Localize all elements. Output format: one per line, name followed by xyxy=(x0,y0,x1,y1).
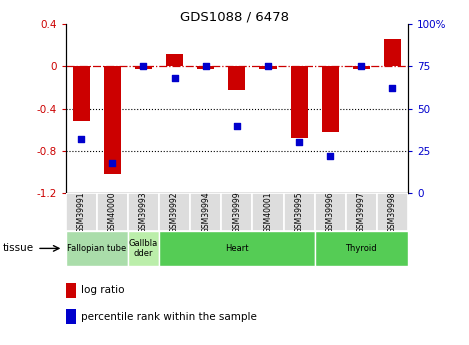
FancyBboxPatch shape xyxy=(66,193,97,231)
Text: GSM40000: GSM40000 xyxy=(108,191,117,233)
Text: Heart: Heart xyxy=(225,244,249,253)
Bar xyxy=(315,231,408,266)
Text: GSM39999: GSM39999 xyxy=(232,191,242,233)
FancyBboxPatch shape xyxy=(190,193,221,231)
Text: Thyroid: Thyroid xyxy=(346,244,377,253)
Bar xyxy=(197,66,214,69)
Bar xyxy=(66,309,76,324)
FancyBboxPatch shape xyxy=(284,193,315,231)
Bar xyxy=(66,231,128,266)
Bar xyxy=(290,66,308,138)
Point xyxy=(77,136,85,142)
Point xyxy=(264,63,272,69)
Text: GSM39997: GSM39997 xyxy=(357,191,366,233)
Text: GSM40001: GSM40001 xyxy=(264,191,272,233)
Point xyxy=(109,160,116,166)
FancyBboxPatch shape xyxy=(97,193,128,231)
Bar xyxy=(66,283,76,298)
Text: GSM39998: GSM39998 xyxy=(388,191,397,233)
Point xyxy=(171,76,178,81)
Bar xyxy=(104,66,121,174)
FancyBboxPatch shape xyxy=(128,193,159,231)
Bar xyxy=(384,39,401,66)
Text: tissue: tissue xyxy=(2,244,33,253)
FancyBboxPatch shape xyxy=(252,193,284,231)
Bar xyxy=(166,54,183,66)
Bar xyxy=(322,66,339,132)
Bar xyxy=(353,66,370,69)
Point xyxy=(295,140,303,145)
Point xyxy=(140,63,147,69)
Bar xyxy=(228,66,245,90)
FancyBboxPatch shape xyxy=(221,193,252,231)
FancyBboxPatch shape xyxy=(159,193,190,231)
Text: Fallopian tube: Fallopian tube xyxy=(67,244,127,253)
Text: percentile rank within the sample: percentile rank within the sample xyxy=(82,312,257,322)
Bar xyxy=(135,66,152,69)
Text: Gallbla
dder: Gallbla dder xyxy=(129,239,158,258)
FancyBboxPatch shape xyxy=(315,193,346,231)
Text: GSM39992: GSM39992 xyxy=(170,191,179,233)
Bar xyxy=(128,231,159,266)
FancyBboxPatch shape xyxy=(346,193,377,231)
FancyBboxPatch shape xyxy=(377,193,408,231)
Text: GSM39991: GSM39991 xyxy=(77,191,86,233)
Text: log ratio: log ratio xyxy=(82,286,125,295)
Text: GSM39996: GSM39996 xyxy=(325,191,335,233)
Text: GSM39993: GSM39993 xyxy=(139,191,148,233)
Text: GDS1088 / 6478: GDS1088 / 6478 xyxy=(180,10,289,23)
Point xyxy=(202,63,210,69)
Bar xyxy=(159,231,315,266)
Bar xyxy=(73,66,90,121)
Point xyxy=(357,63,365,69)
Text: GSM39994: GSM39994 xyxy=(201,191,210,233)
Point xyxy=(233,123,241,128)
Text: GSM39995: GSM39995 xyxy=(295,191,303,233)
Point xyxy=(389,86,396,91)
Point xyxy=(326,153,334,159)
Bar xyxy=(259,66,277,69)
